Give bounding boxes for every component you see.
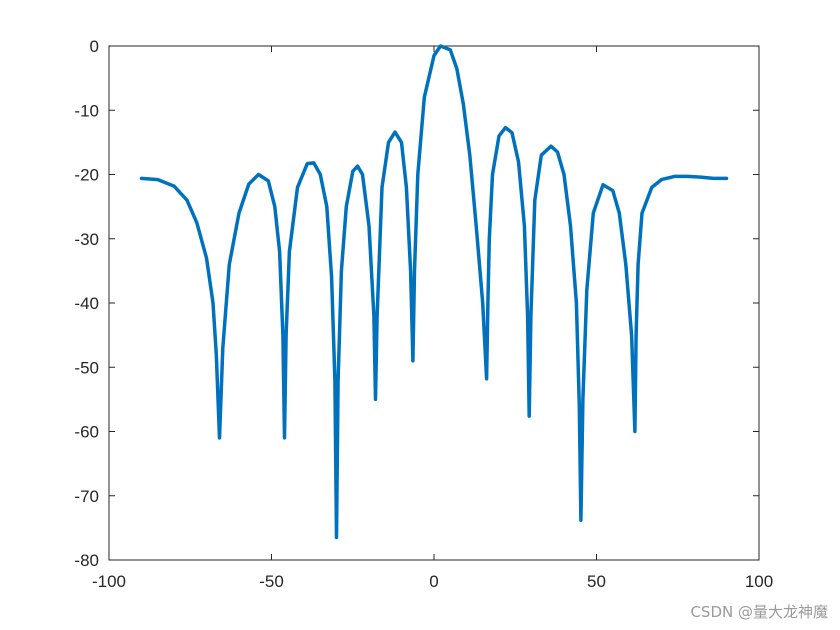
- y-tick-label: 0: [90, 37, 99, 56]
- y-tick-label: -50: [74, 358, 99, 377]
- x-tick-label: -50: [259, 572, 284, 591]
- x-tick-label: -100: [92, 572, 126, 591]
- x-tick-label: 100: [745, 572, 773, 591]
- y-tick-label: -40: [74, 294, 99, 313]
- x-tick-label: 50: [587, 572, 606, 591]
- y-tick-label: -80: [74, 551, 99, 570]
- plot-area: -100 -50 0 50 100 0 -10 -20 -30 -40 -50 -60 -70 -80: [74, 37, 773, 591]
- y-tick-label: -30: [74, 230, 99, 249]
- series-line: [139, 44, 729, 540]
- watermark-text: CSDN @量大龙神魔: [690, 603, 828, 621]
- x-tick-label: 0: [429, 572, 438, 591]
- axes-box: [108, 45, 760, 561]
- y-tick-label: -20: [74, 166, 99, 185]
- y-tick-label: -60: [74, 423, 99, 442]
- y-tick-label: -70: [74, 487, 99, 506]
- y-tick-label: -10: [74, 101, 99, 120]
